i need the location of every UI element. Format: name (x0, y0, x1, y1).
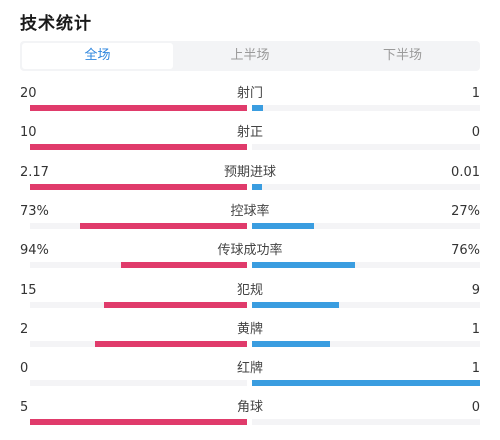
period-tabs: 全场 上半场 下半场 (20, 41, 480, 71)
stat-label: 射正 (236, 125, 263, 141)
away-value: 76% (451, 243, 480, 259)
away-bar (252, 301, 339, 308)
home-bar-track (30, 262, 247, 269)
away-bar (252, 340, 330, 347)
away-bar (252, 262, 355, 269)
away-value: 0.01 (451, 164, 480, 180)
away-bar-track (252, 105, 480, 111)
away-value: 27% (451, 203, 480, 219)
stat-row: 2 黄牌 1 (20, 322, 480, 362)
home-bar-track (30, 301, 247, 308)
away-bar-track (252, 301, 480, 308)
home-bar-track (30, 340, 247, 347)
home-bar-track (30, 183, 247, 190)
home-bar-track (30, 419, 247, 426)
home-value: 2 (20, 321, 29, 337)
tab-full-match[interactable]: 全场 (22, 43, 173, 69)
stat-label: 角球 (236, 400, 263, 416)
stat-row: 15 犯规 9 (20, 283, 480, 323)
stat-row: 2.17 预期进球 0.01 (20, 165, 480, 205)
home-value: 20 (20, 86, 37, 101)
home-bar (80, 222, 247, 229)
stat-label: 射门 (236, 86, 263, 101)
home-value: 2.17 (20, 164, 49, 180)
stat-row: 5 角球 0 (20, 400, 480, 440)
away-bar (252, 183, 262, 190)
away-bar-track (252, 380, 480, 387)
stat-row: 94% 传球成功率 76% (20, 243, 480, 283)
home-bar (30, 105, 247, 111)
away-value: 0 (471, 400, 480, 416)
stat-label: 传球成功率 (217, 243, 283, 259)
home-value: 73% (20, 203, 49, 219)
stat-row: 0 红牌 1 (20, 361, 480, 401)
home-bar (104, 301, 247, 308)
home-bar-track (30, 222, 247, 229)
home-bar-track (30, 105, 247, 111)
away-value: 0 (471, 125, 480, 141)
away-bar-track (252, 222, 480, 229)
away-bar-track (252, 183, 480, 190)
stat-label: 黄牌 (236, 321, 263, 337)
away-value: 1 (471, 86, 480, 101)
away-value: 9 (471, 282, 480, 298)
home-bar (30, 419, 247, 426)
stat-row: 73% 控球率 27% (20, 204, 480, 244)
home-bar (30, 183, 247, 190)
page-title: 技术统计 (20, 14, 92, 34)
home-value: 0 (20, 361, 29, 377)
home-value: 5 (20, 400, 29, 416)
away-value: 1 (471, 321, 480, 337)
stat-label: 犯规 (236, 282, 263, 298)
away-bar-track (252, 144, 480, 151)
stat-row: 10 射正 0 (20, 125, 480, 165)
home-value: 15 (20, 282, 37, 298)
stat-row: 20 射门 1 (20, 86, 480, 126)
tab-first-half[interactable]: 上半场 (230, 48, 270, 63)
away-bar (252, 380, 480, 387)
tab-second-half[interactable]: 下半场 (382, 48, 422, 63)
away-bar-track (252, 340, 480, 347)
away-bar-track (252, 262, 480, 269)
stat-label: 预期进球 (223, 164, 276, 180)
away-value: 1 (471, 361, 480, 377)
home-bar-track (30, 380, 247, 387)
home-bar (95, 340, 247, 347)
away-bar-track (252, 419, 480, 426)
home-bar (121, 262, 247, 269)
away-bar (252, 105, 263, 111)
home-bar (30, 144, 247, 151)
home-value: 94% (20, 243, 49, 259)
home-bar-track (30, 144, 247, 151)
away-bar (252, 222, 314, 229)
home-value: 10 (20, 125, 37, 141)
stat-label: 红牌 (236, 361, 263, 377)
stat-label: 控球率 (230, 203, 270, 219)
